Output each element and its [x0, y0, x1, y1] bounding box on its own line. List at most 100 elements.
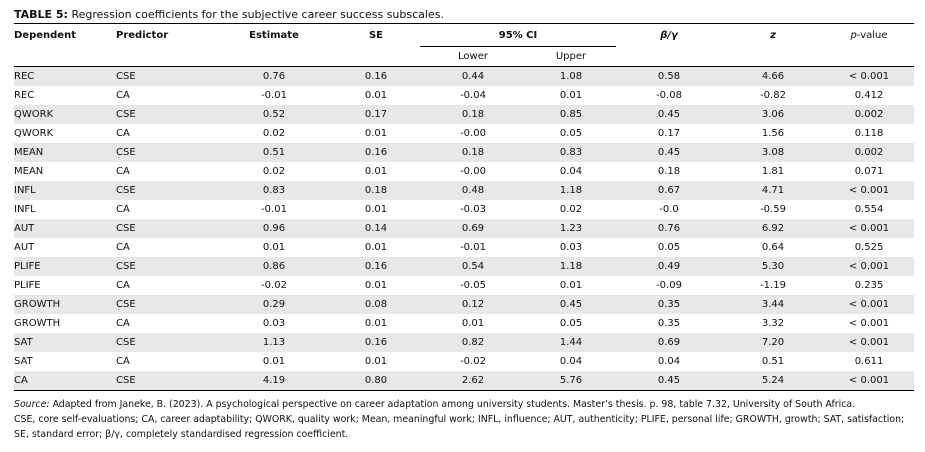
cell-ci-lower: -0.05: [460, 280, 486, 291]
cell-ci-upper: 1.23: [526, 219, 617, 238]
cell-se: 0.16: [332, 257, 420, 276]
cell-z: -0.59: [760, 204, 786, 215]
cell-z: -0.82: [760, 90, 786, 101]
table-row: SAT CSE 1.13 0.16 0.82 1.44 0.69 7.20 < 0.001: [14, 333, 915, 352]
cell-ci-upper: 0.02: [559, 204, 583, 215]
cell-beta: 0.35: [657, 318, 681, 329]
source-note: Source: Adapted from Janeke, B. (2023). …: [14, 397, 914, 412]
cell-ci-lower: 0.44: [420, 66, 526, 86]
cell-p-value: < 0.001: [848, 318, 890, 329]
cell-ci-upper: 0.05: [559, 318, 583, 329]
cell-predictor: CSE: [116, 143, 216, 162]
cell-se: 0.01: [364, 318, 388, 329]
cell-estimate: 0.01: [262, 242, 286, 253]
cell-ci-upper: 1.18: [526, 181, 617, 200]
subheader-blank: [722, 46, 825, 67]
cell-ci-upper: 0.83: [526, 143, 617, 162]
cell-beta: 0.58: [616, 66, 723, 86]
cell-estimate: 0.52: [216, 105, 332, 124]
table-row: PLIFE CA -0.02 0.01 -0.05 0.01 -0.09 -1.19 0.235: [14, 276, 914, 295]
cell-dependent: QWORK: [14, 105, 116, 124]
cell-predictor: CA: [116, 204, 130, 215]
cell-ci-upper: 0.04: [559, 356, 583, 367]
subheader-blank: [116, 46, 216, 67]
cell-ci-lower: 0.18: [420, 105, 526, 124]
cell-beta: 0.18: [657, 166, 681, 177]
cell-predictor: CA: [116, 356, 130, 367]
header-predictor: Predictor: [116, 23, 216, 47]
header-row: Dependent Predictor Estimate SE 95% CI β…: [14, 23, 915, 47]
cell-dependent: REC: [14, 90, 35, 101]
cell-dependent: MEAN: [14, 166, 44, 177]
table-row: MEAN CSE 0.51 0.16 0.18 0.83 0.45 3.08 0.002: [14, 143, 915, 162]
cell-predictor: CSE: [116, 295, 216, 314]
cell-predictor: CSE: [116, 66, 216, 86]
cell-beta: -0.08: [656, 90, 682, 101]
cell-estimate: 0.51: [216, 143, 332, 162]
cell-dependent: AUT: [14, 242, 35, 253]
cell-beta: 0.04: [657, 356, 681, 367]
cell-ci-upper: 1.44: [526, 333, 617, 352]
cell-ci-upper: 1.08: [526, 66, 617, 86]
regression-table: Dependent Predictor Estimate SE 95% CI β…: [14, 23, 915, 391]
cell-se: 0.01: [364, 128, 388, 139]
cell-estimate: 0.76: [216, 66, 332, 86]
cell-predictor: CA: [116, 280, 130, 291]
abbreviation-note-2: SE, standard error; β/γ, completely stan…: [14, 429, 349, 440]
table-caption-label: TABLE 5:: [14, 8, 68, 21]
cell-ci-lower: -0.00: [460, 166, 486, 177]
cell-z: 0.64: [761, 242, 785, 253]
cell-estimate: -0.02: [261, 280, 287, 291]
cell-beta: 0.49: [616, 257, 723, 276]
table-row: SAT CA 0.01 0.01 -0.02 0.04 0.04 0.51 0.611: [14, 352, 914, 371]
header-p-suffix: -value: [856, 29, 888, 41]
cell-estimate: 0.29: [216, 295, 332, 314]
table-caption-text: Regression coefficients for the subjecti…: [71, 8, 444, 21]
cell-ci-upper: 0.45: [526, 295, 617, 314]
cell-p-value: 0.235: [854, 280, 884, 291]
table-caption: TABLE 5: Regression coefficients for the…: [14, 8, 914, 22]
cell-z: 5.24: [722, 371, 825, 391]
cell-beta: 0.67: [616, 181, 723, 200]
cell-predictor: CA: [116, 128, 130, 139]
cell-p-value: < 0.001: [824, 66, 915, 86]
cell-ci-lower: 2.62: [420, 371, 526, 391]
cell-dependent: INFL: [14, 204, 36, 215]
subheader-row: Lower Upper: [14, 46, 915, 67]
cell-dependent: PLIFE: [14, 257, 116, 276]
cell-z: 3.32: [761, 318, 785, 329]
cell-z: 4.66: [722, 66, 825, 86]
cell-estimate: 0.02: [262, 128, 286, 139]
cell-dependent: GROWTH: [14, 318, 61, 329]
cell-predictor: CSE: [116, 257, 216, 276]
cell-dependent: INFL: [14, 181, 116, 200]
header-dependent: Dependent: [14, 23, 116, 47]
cell-se: 0.17: [332, 105, 420, 124]
cell-z: 1.81: [761, 166, 785, 177]
cell-dependent: SAT: [14, 333, 116, 352]
cell-estimate: -0.01: [261, 204, 287, 215]
cell-ci-lower: 0.82: [420, 333, 526, 352]
cell-se: 0.01: [364, 280, 388, 291]
header-estimate: Estimate: [216, 23, 332, 47]
cell-dependent: GROWTH: [14, 295, 116, 314]
cell-p-value: 0.002: [824, 105, 915, 124]
cell-dependent: SAT: [14, 356, 33, 367]
table-row: QWORK CA 0.02 0.01 -0.00 0.05 0.17 1.56 0.118: [14, 124, 914, 143]
cell-z: 6.92: [722, 219, 825, 238]
cell-predictor: CSE: [116, 219, 216, 238]
cell-ci-lower: -0.01: [460, 242, 486, 253]
cell-beta: -0.0: [659, 204, 679, 215]
cell-se: 0.16: [332, 66, 420, 86]
cell-predictor: CSE: [116, 333, 216, 352]
subheader-blank: [216, 46, 332, 67]
cell-se: 0.16: [332, 333, 420, 352]
cell-ci-upper: 0.04: [559, 166, 583, 177]
cell-p-value: < 0.001: [824, 333, 915, 352]
cell-z: 7.20: [722, 333, 825, 352]
cell-dependent: AUT: [14, 219, 116, 238]
cell-predictor: CSE: [116, 181, 216, 200]
cell-p-value: 0.611: [854, 356, 884, 367]
cell-z: 3.08: [722, 143, 825, 162]
cell-z: 4.71: [722, 181, 825, 200]
